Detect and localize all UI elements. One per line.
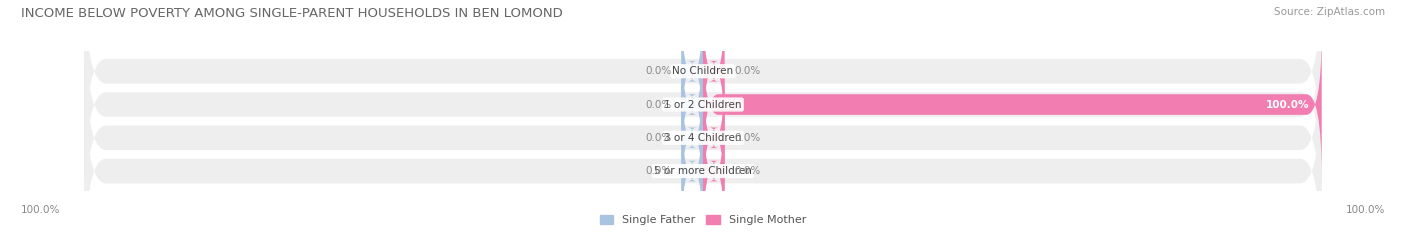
Text: 0.0%: 0.0%: [734, 133, 761, 143]
FancyBboxPatch shape: [682, 32, 703, 177]
FancyBboxPatch shape: [84, 67, 1322, 233]
Text: 3 or 4 Children: 3 or 4 Children: [664, 133, 742, 143]
FancyBboxPatch shape: [682, 98, 703, 233]
Legend: Single Father, Single Mother: Single Father, Single Mother: [600, 215, 806, 225]
Text: No Children: No Children: [672, 66, 734, 76]
Text: 0.0%: 0.0%: [734, 166, 761, 176]
FancyBboxPatch shape: [703, 32, 1322, 177]
Text: 0.0%: 0.0%: [645, 166, 672, 176]
Text: 0.0%: 0.0%: [645, 133, 672, 143]
Text: INCOME BELOW POVERTY AMONG SINGLE-PARENT HOUSEHOLDS IN BEN LOMOND: INCOME BELOW POVERTY AMONG SINGLE-PARENT…: [21, 7, 562, 20]
Text: Source: ZipAtlas.com: Source: ZipAtlas.com: [1274, 7, 1385, 17]
Text: 5 or more Children: 5 or more Children: [654, 166, 752, 176]
Text: 100.0%: 100.0%: [21, 205, 60, 215]
FancyBboxPatch shape: [84, 0, 1322, 209]
Text: 0.0%: 0.0%: [734, 66, 761, 76]
Text: 100.0%: 100.0%: [1346, 205, 1385, 215]
FancyBboxPatch shape: [84, 34, 1322, 233]
Text: 1 or 2 Children: 1 or 2 Children: [664, 99, 742, 110]
Text: 0.0%: 0.0%: [645, 66, 672, 76]
FancyBboxPatch shape: [682, 0, 703, 144]
FancyBboxPatch shape: [703, 0, 724, 144]
Text: 0.0%: 0.0%: [645, 99, 672, 110]
Text: 100.0%: 100.0%: [1265, 99, 1309, 110]
FancyBboxPatch shape: [703, 98, 724, 233]
FancyBboxPatch shape: [703, 65, 724, 211]
FancyBboxPatch shape: [682, 65, 703, 211]
FancyBboxPatch shape: [84, 0, 1322, 175]
